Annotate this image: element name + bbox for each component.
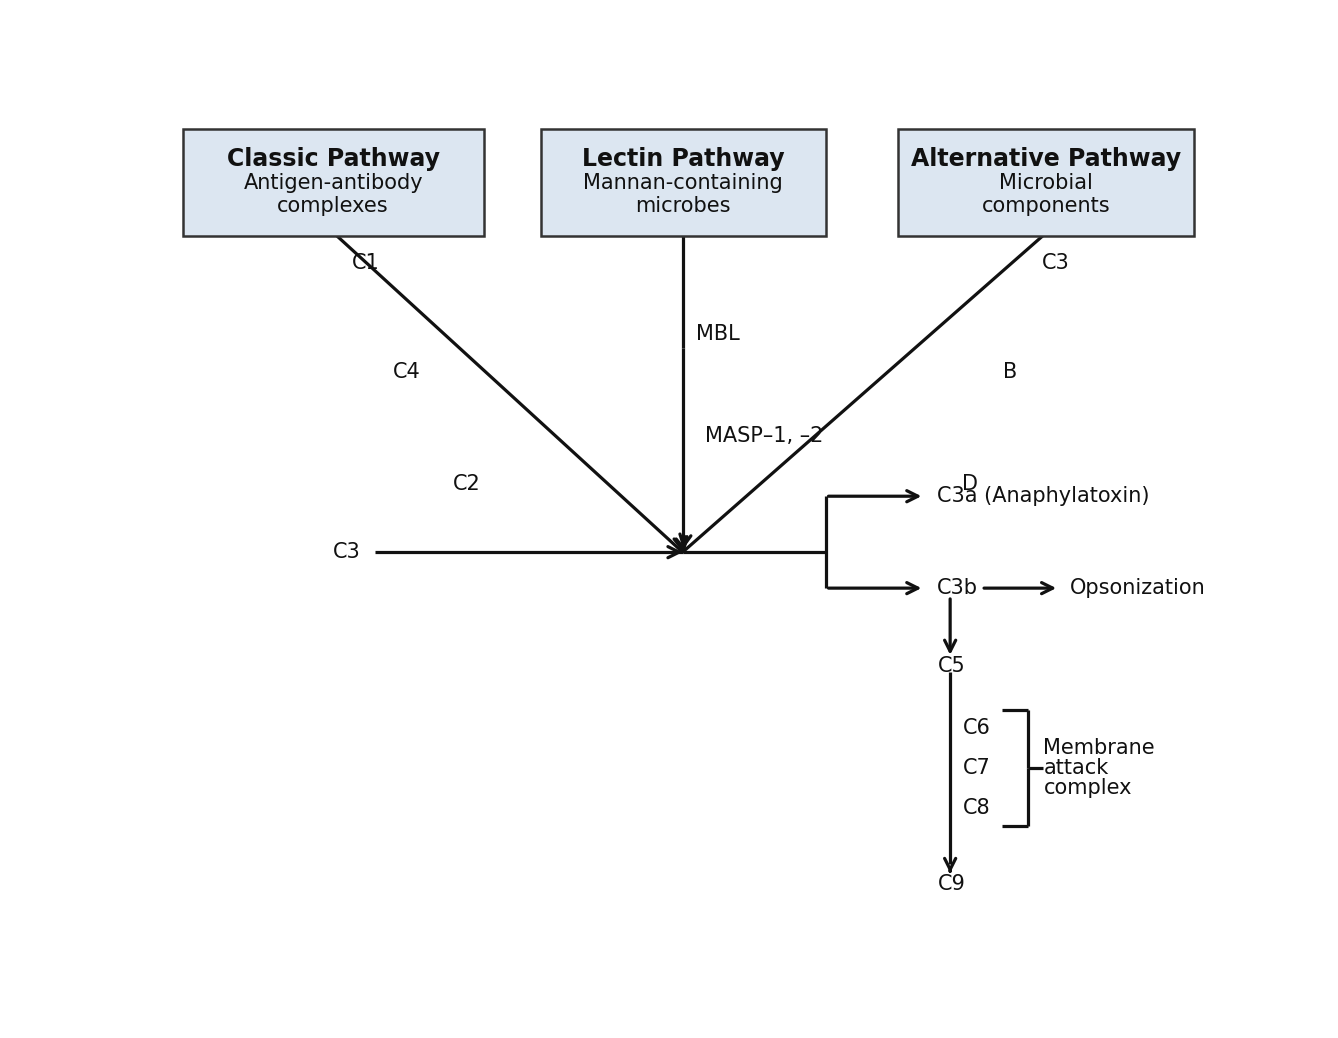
Text: Classic Pathway: Classic Pathway xyxy=(226,147,440,171)
Text: Opsonization: Opsonization xyxy=(1069,578,1206,598)
Text: C8: C8 xyxy=(962,798,990,818)
Text: Microbial
components: Microbial components xyxy=(982,173,1111,216)
Text: MBL: MBL xyxy=(696,324,740,344)
Text: C3a (Anaphylatoxin): C3a (Anaphylatoxin) xyxy=(937,486,1149,507)
Text: Lectin Pathway: Lectin Pathway xyxy=(582,147,784,171)
Text: Alternative Pathway: Alternative Pathway xyxy=(911,147,1181,171)
Text: C2: C2 xyxy=(452,474,480,494)
Text: C5: C5 xyxy=(938,656,966,676)
Text: C6: C6 xyxy=(962,718,990,738)
Text: Membrane: Membrane xyxy=(1044,738,1155,758)
Text: C3: C3 xyxy=(333,542,361,563)
Text: B: B xyxy=(1004,362,1017,382)
Text: MASP–1, –2: MASP–1, –2 xyxy=(705,426,824,446)
Text: attack: attack xyxy=(1044,758,1109,777)
Text: C3b: C3b xyxy=(937,578,978,598)
Text: C3: C3 xyxy=(1041,253,1069,273)
Text: complex: complex xyxy=(1044,777,1132,798)
Text: C9: C9 xyxy=(938,874,966,894)
Text: C7: C7 xyxy=(962,758,990,777)
FancyBboxPatch shape xyxy=(183,129,483,237)
Text: C1: C1 xyxy=(352,253,380,273)
FancyBboxPatch shape xyxy=(898,129,1193,237)
Text: C4: C4 xyxy=(393,362,421,382)
Text: Mannan-containing
microbes: Mannan-containing microbes xyxy=(583,173,783,216)
Text: D: D xyxy=(962,474,978,494)
Text: Antigen-antibody
complexes: Antigen-antibody complexes xyxy=(244,173,423,216)
FancyBboxPatch shape xyxy=(541,129,826,237)
